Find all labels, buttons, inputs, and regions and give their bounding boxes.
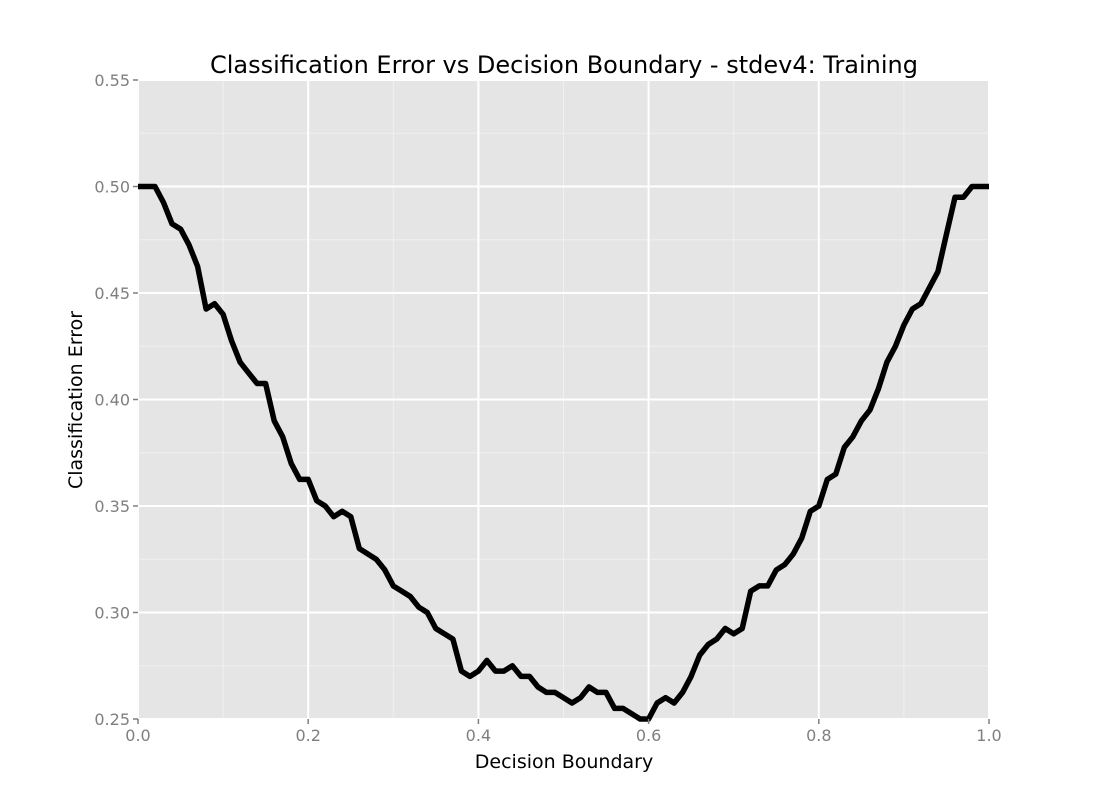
x-tick-label: 1.0: [976, 726, 1001, 745]
y-tick-label: 0.45: [94, 284, 130, 303]
x-tick-label: 0.4: [466, 726, 491, 745]
x-tick-label: 0.2: [295, 726, 320, 745]
y-tick-label: 0.40: [94, 391, 130, 410]
y-tick-label: 0.35: [94, 497, 130, 516]
y-tick-label: 0.55: [94, 71, 130, 90]
series-line: [138, 183, 989, 722]
y-tick-label: 0.50: [94, 178, 130, 197]
y-tick-label: 0.25: [94, 710, 130, 729]
major-grid: [137, 79, 990, 720]
chart-title: Classification Error vs Decision Boundar…: [210, 51, 918, 79]
axis-ticks: 0.0 0.2 0.4 0.6 0.8 1.0 0.25 0.30 0.35 0.40 0.45 0.…: [94, 71, 1001, 745]
series-layer: [138, 183, 989, 722]
x-tick-label: 0.0: [125, 726, 150, 745]
x-tick-label: 0.8: [806, 726, 831, 745]
x-axis-label: Decision Boundary: [475, 751, 653, 773]
x-tick-label: 0.6: [636, 726, 661, 745]
y-tick-label: 0.30: [94, 604, 130, 623]
y-axis-label: Classification Error: [65, 311, 87, 489]
